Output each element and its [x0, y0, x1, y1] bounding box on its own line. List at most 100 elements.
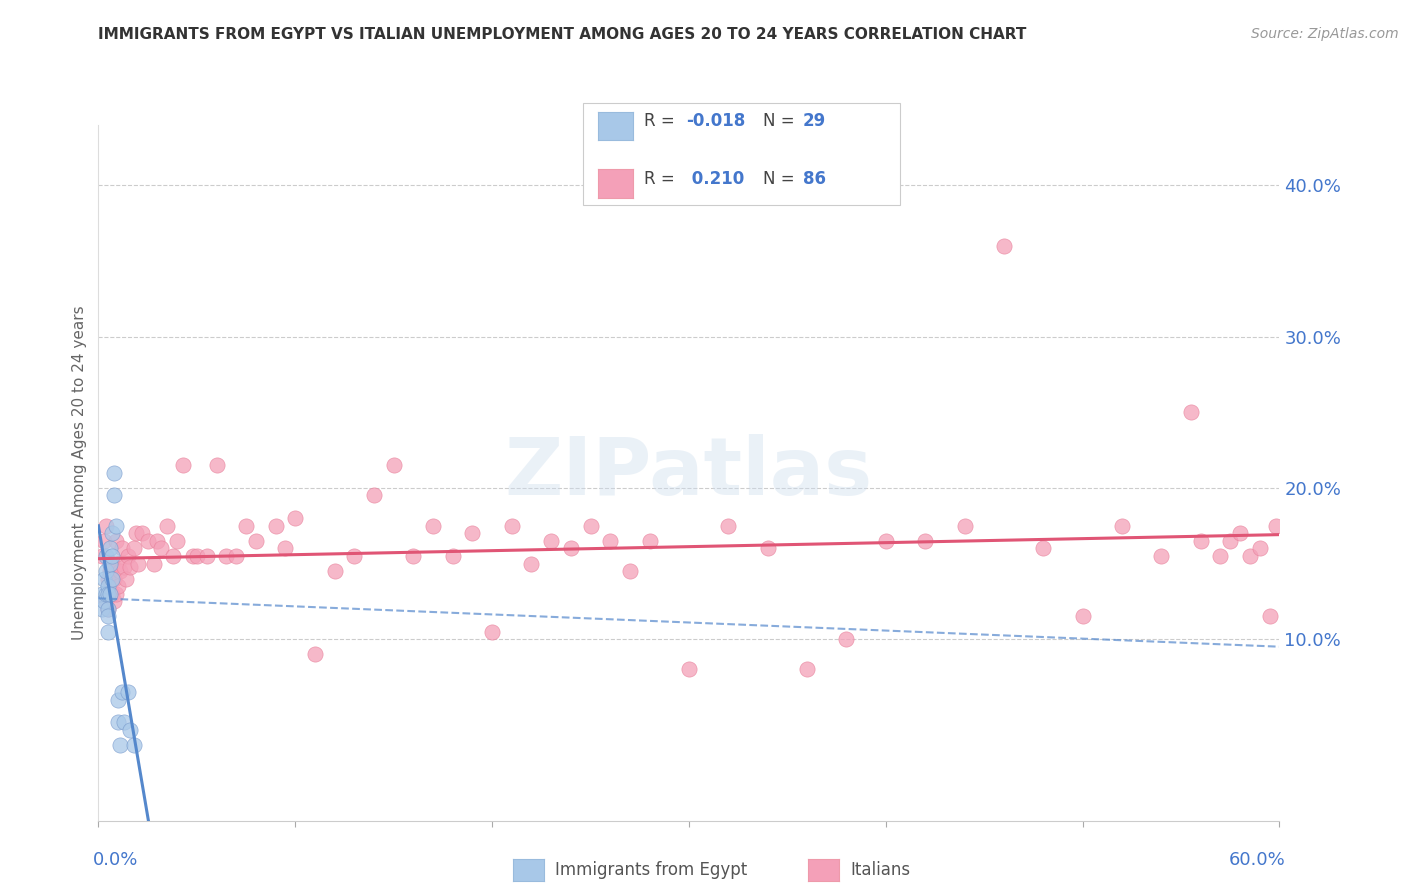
Text: 29: 29 — [803, 112, 827, 130]
Point — [953, 518, 976, 533]
Point — [131, 526, 153, 541]
Point — [108, 564, 131, 578]
Point — [118, 723, 141, 737]
Point — [97, 587, 120, 601]
Point — [304, 647, 326, 661]
Point — [835, 632, 858, 647]
Point — [264, 518, 287, 533]
Point — [146, 533, 169, 548]
Point — [93, 594, 115, 608]
Point — [117, 549, 139, 563]
Point — [103, 466, 125, 480]
Point — [481, 624, 503, 639]
Text: 86: 86 — [803, 170, 825, 188]
Point — [98, 541, 121, 556]
Point — [619, 564, 641, 578]
Point — [93, 572, 115, 586]
Text: 0.0%: 0.0% — [93, 851, 138, 869]
Point — [105, 587, 128, 601]
Point — [98, 564, 121, 578]
Text: Immigrants from Egypt: Immigrants from Egypt — [555, 861, 748, 880]
Text: 0.210: 0.210 — [686, 170, 744, 188]
Point — [107, 557, 129, 571]
Point — [1032, 541, 1054, 556]
Point — [186, 549, 208, 563]
Point — [150, 541, 173, 556]
Point — [112, 715, 135, 730]
Point — [97, 609, 120, 624]
Point — [127, 557, 149, 571]
Point — [756, 541, 779, 556]
Point — [91, 549, 114, 563]
Point — [284, 511, 307, 525]
Point — [461, 526, 484, 541]
Text: R =: R = — [644, 112, 675, 130]
Y-axis label: Unemployment Among Ages 20 to 24 years: Unemployment Among Ages 20 to 24 years — [72, 305, 87, 640]
Point — [96, 587, 118, 601]
Point — [1111, 518, 1133, 533]
Point — [97, 602, 120, 616]
Point — [108, 738, 131, 752]
Point — [1229, 526, 1251, 541]
Point — [136, 533, 159, 548]
Point — [96, 518, 118, 533]
Text: -0.018: -0.018 — [686, 112, 745, 130]
Point — [96, 549, 118, 563]
Point — [98, 587, 121, 601]
Point — [363, 488, 385, 502]
Point — [638, 533, 661, 548]
Point — [162, 549, 184, 563]
Point — [441, 549, 464, 563]
Point — [112, 559, 135, 574]
Point — [98, 557, 121, 571]
Point — [91, 587, 114, 601]
Point — [101, 587, 124, 601]
Point — [96, 564, 118, 578]
Point — [195, 549, 218, 563]
Point — [125, 526, 148, 541]
Point — [402, 549, 425, 563]
Point — [1180, 405, 1202, 419]
Point — [117, 685, 139, 699]
Text: N =: N = — [763, 112, 794, 130]
Point — [501, 518, 523, 533]
Point — [205, 458, 228, 473]
Point — [323, 564, 346, 578]
Text: ZIPatlas: ZIPatlas — [505, 434, 873, 512]
Point — [115, 572, 138, 586]
Point — [993, 239, 1015, 253]
Point — [914, 533, 936, 548]
Point — [156, 518, 179, 533]
Point — [540, 533, 562, 548]
Point — [101, 557, 124, 571]
Point — [1219, 533, 1241, 548]
Point — [875, 533, 897, 548]
Point — [107, 579, 129, 593]
Point — [382, 458, 405, 473]
Point — [103, 594, 125, 608]
Point — [93, 533, 115, 548]
Point — [172, 458, 194, 473]
Point — [103, 488, 125, 502]
Point — [103, 572, 125, 586]
Point — [91, 602, 114, 616]
Point — [97, 587, 120, 601]
Point — [105, 533, 128, 548]
Point — [97, 579, 120, 593]
Point — [1264, 518, 1286, 533]
Point — [520, 557, 543, 571]
Point — [111, 685, 134, 699]
Point — [166, 533, 188, 548]
Point — [101, 572, 124, 586]
Point — [105, 518, 128, 533]
Point — [225, 549, 247, 563]
Point — [142, 557, 165, 571]
Point — [111, 541, 134, 556]
Point — [97, 602, 120, 616]
Point — [678, 662, 700, 676]
Point — [97, 624, 120, 639]
Point — [122, 541, 145, 556]
Point — [560, 541, 582, 556]
Point — [101, 526, 124, 541]
Point — [101, 549, 124, 563]
